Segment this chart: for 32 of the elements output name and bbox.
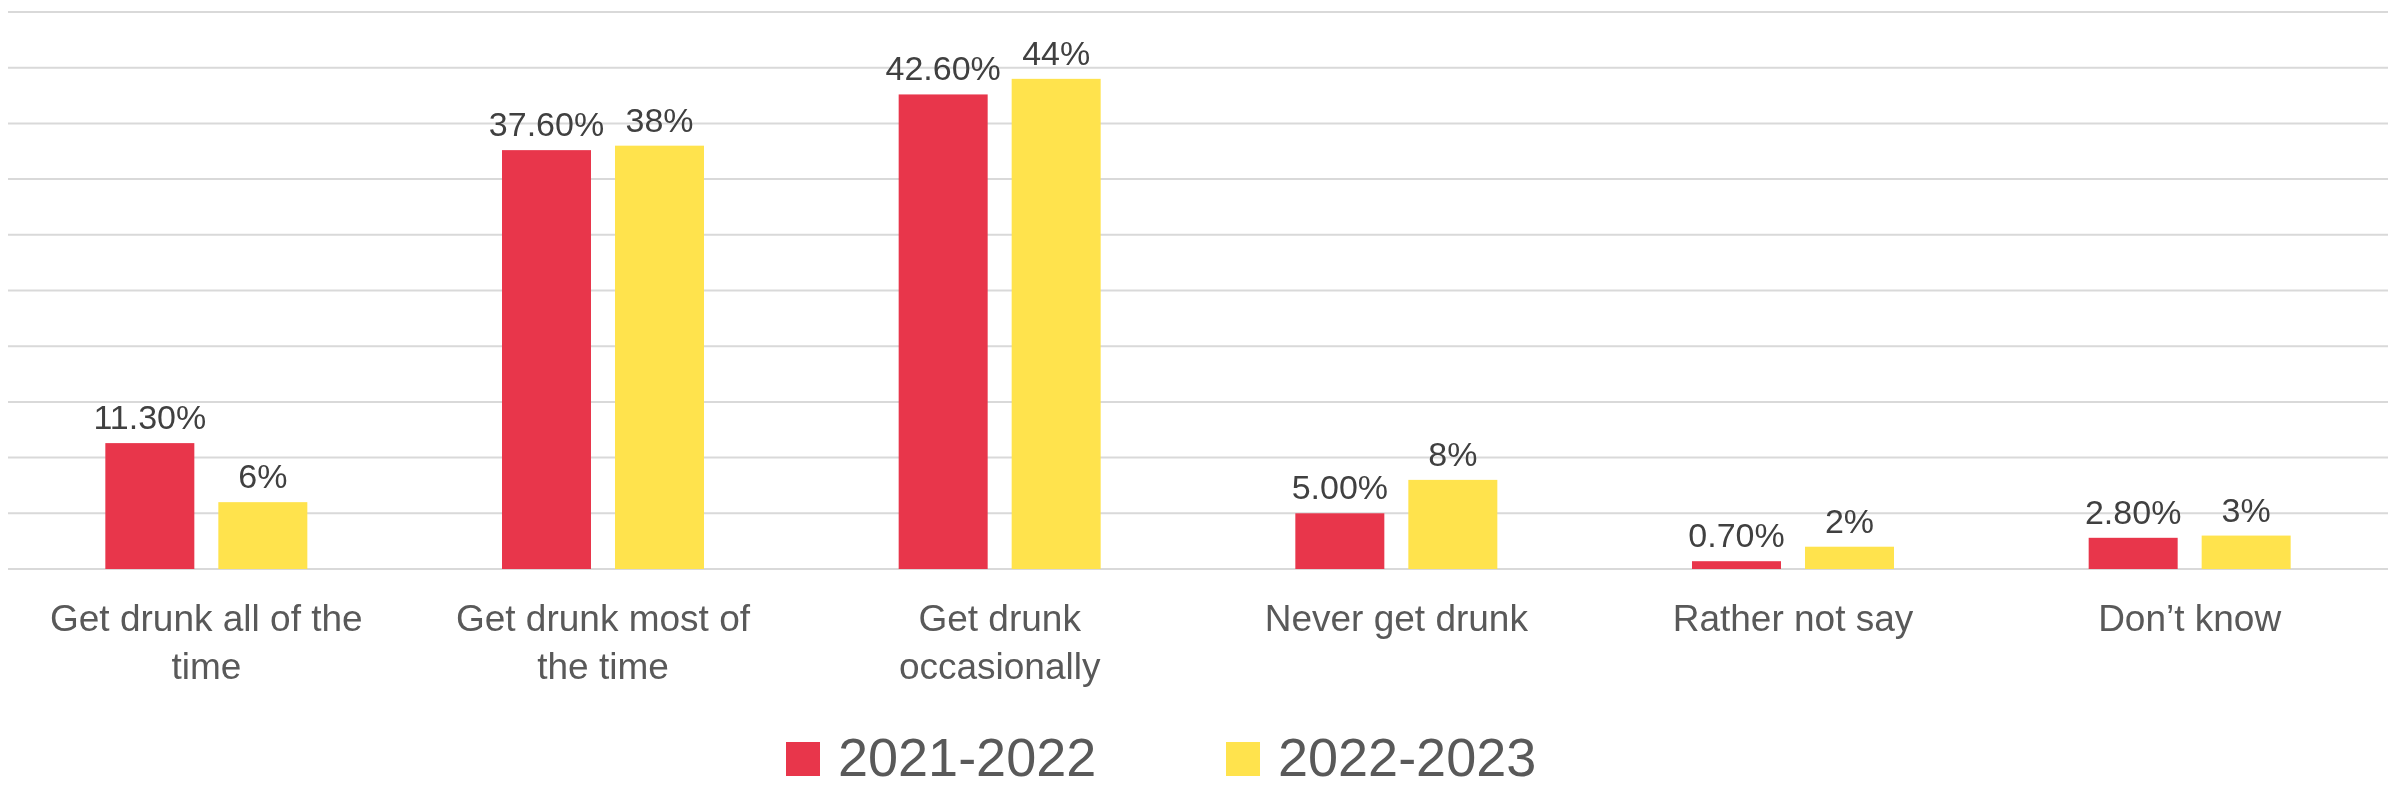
x-tick-label: Get drunk all of the time (50, 598, 363, 687)
data-label: 42.60% (885, 49, 1001, 88)
data-label: 8% (1428, 434, 1478, 473)
bar (1408, 479, 1498, 569)
bar (1295, 513, 1385, 569)
bar (2201, 535, 2291, 569)
bar (615, 145, 704, 569)
bar (2088, 537, 2178, 569)
legend-label: 2022-2023 (1278, 727, 1537, 787)
bar (105, 443, 195, 569)
bar (898, 94, 988, 569)
x-tick-label: Don’t know (2098, 598, 2282, 639)
data-label: 37.60% (488, 105, 605, 144)
bar (1805, 546, 1894, 569)
data-label: 11.30% (93, 398, 207, 437)
x-tick-label: Get drunk most of the time (455, 598, 751, 687)
x-tick-label: Get drunk occasionally (898, 598, 1101, 687)
bar (502, 150, 591, 569)
data-label: 3% (2221, 490, 2271, 529)
bar (1692, 561, 1781, 569)
bar (1011, 78, 1101, 569)
data-label: 5.00% (1291, 468, 1389, 507)
x-tick-label: Never get drunk (1264, 598, 1529, 639)
data-label: 6% (238, 457, 288, 496)
data-label: 2.80% (2084, 492, 2182, 531)
bar (218, 502, 308, 569)
data-label: 0.70% (1688, 516, 1785, 555)
data-label: 44% (1022, 33, 1091, 72)
data-label: 38% (625, 100, 694, 139)
data-label: 2% (1824, 501, 1875, 540)
legend-label: 2021-2022 (838, 727, 1097, 787)
x-tick-label: Rather not say (1672, 598, 1914, 639)
